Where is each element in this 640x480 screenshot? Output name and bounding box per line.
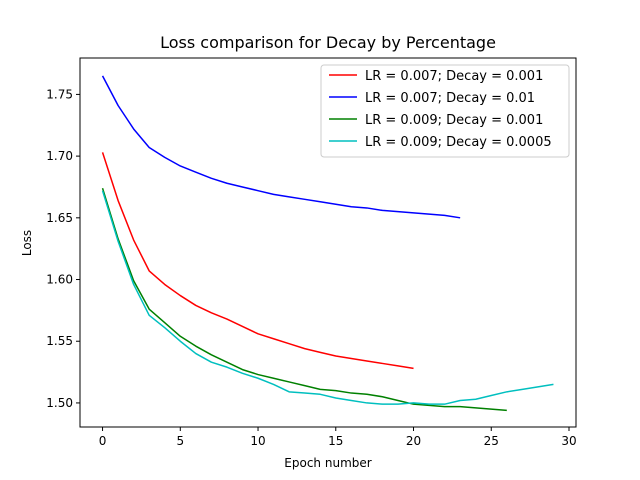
legend-box bbox=[320, 64, 570, 158]
series-line-3 bbox=[101, 187, 507, 412]
y-axis: 1.50 1.55 1.60 1.65 1.70 1.75 bbox=[46, 87, 80, 410]
x-tick-label: 25 bbox=[484, 434, 499, 448]
legend: LR = 0.007; Decay = 0.001 LR = 0.007; Dec… bbox=[320, 64, 570, 158]
y-axis-label: Loss bbox=[20, 230, 34, 256]
axes-frame bbox=[79, 57, 577, 428]
legend-entry-2: LR = 0.007; Decay = 0.01 bbox=[365, 91, 535, 106]
legend-entry-4: LR = 0.009; Decay = 0.0005 bbox=[365, 135, 552, 150]
x-axis-label: Epoch number bbox=[284, 456, 371, 470]
plot-area bbox=[101, 75, 554, 412]
series-line-4 bbox=[101, 190, 554, 405]
x-tick-label: 0 bbox=[99, 434, 107, 448]
y-tick-label: 1.70 bbox=[46, 149, 73, 163]
y-tick-label: 1.75 bbox=[46, 87, 73, 101]
y-tick-label: 1.65 bbox=[46, 211, 73, 225]
x-tick-label: 30 bbox=[561, 434, 576, 448]
legend-entry-3: LR = 0.009; Decay = 0.001 bbox=[365, 113, 543, 128]
y-tick-label: 1.55 bbox=[46, 334, 73, 348]
x-tick-label: 15 bbox=[328, 434, 343, 448]
series-line-2 bbox=[101, 75, 461, 219]
x-axis: 0 5 10 15 20 25 30 bbox=[99, 427, 577, 448]
legend-entry-1: LR = 0.007; Decay = 0.001 bbox=[365, 69, 543, 84]
x-tick-label: 10 bbox=[250, 434, 265, 448]
y-tick-label: 1.50 bbox=[46, 396, 73, 410]
chart-title: Loss comparison for Decay by Percentage bbox=[160, 33, 496, 52]
x-tick-label: 5 bbox=[176, 434, 184, 448]
y-tick-label: 1.60 bbox=[46, 273, 73, 287]
x-tick-label: 20 bbox=[406, 434, 421, 448]
series-line-1 bbox=[101, 152, 414, 370]
